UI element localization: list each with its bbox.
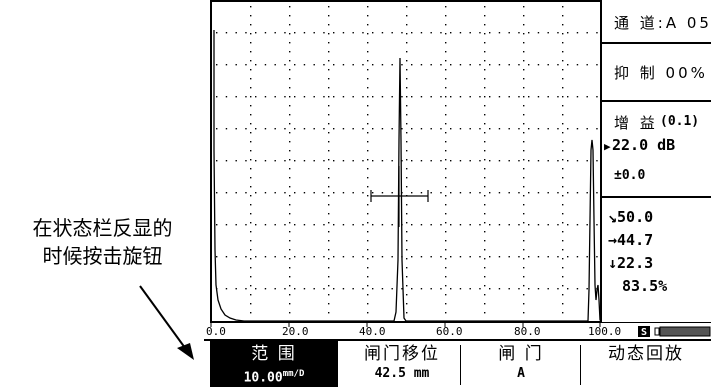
- function-key-bar: 范 围 10.00mm/D 闸门移位 42.5 mm 闸 门 A 动态回放: [204, 339, 711, 387]
- gate-shift-value: 42.5 mm: [374, 366, 430, 381]
- gate-shift-key[interactable]: 闸门移位 42.5 mm: [344, 341, 460, 387]
- x-label-4: 80.0: [514, 325, 541, 338]
- gain-offset: ±0.0: [614, 168, 646, 183]
- readout-angle: ↘50.0: [608, 208, 654, 226]
- x-label-5: 100.0: [588, 325, 622, 338]
- reject-row[interactable]: 抑 制 00%: [602, 44, 711, 102]
- battery-indicator: [659, 326, 711, 337]
- x-label-1: 20.0: [282, 325, 309, 338]
- right-arrow-icon: →: [608, 231, 618, 249]
- gate-value: A: [517, 366, 525, 381]
- selected-arrow-icon: ▶: [604, 140, 611, 153]
- x-label-2: 40.0: [359, 325, 386, 338]
- gain-step: (0.1): [660, 114, 700, 129]
- dynamic-replay-key[interactable]: 动态回放: [582, 341, 710, 387]
- down-arrow-icon: ↓: [608, 254, 618, 272]
- readout-horizontal: →44.7: [608, 231, 654, 249]
- gain-label: 增 益: [614, 114, 658, 132]
- gain-value: 22.0 dB: [612, 136, 676, 154]
- annotation-line-2: 时候按击旋钮: [42, 244, 163, 268]
- gate-label: 闸 门: [498, 344, 544, 364]
- annotation-text: 在状态栏反显的 时候按击旋钮: [0, 214, 205, 270]
- ascan-trace: [213, 30, 604, 322]
- reject-readout: 抑 制 00%: [614, 64, 708, 82]
- range-value: 10.00: [243, 370, 283, 386]
- readout-percent: 83.5%: [622, 277, 668, 295]
- range-key[interactable]: 范 围 10.00mm/D: [210, 341, 338, 387]
- scope-grid: [216, 6, 598, 314]
- channel-readout: 通 道:A 05: [614, 14, 711, 32]
- x-label-0: 0.0: [206, 325, 226, 338]
- annotation-line-1: 在状态栏反显的: [32, 216, 173, 240]
- diag-arrow-icon: ↘: [608, 208, 618, 226]
- axis-ticks: [210, 322, 601, 327]
- gain-row[interactable]: 增 益 (0.1) ▶ 22.0 dB ±0.0: [602, 102, 711, 198]
- indicator-s: S: [641, 327, 647, 338]
- readout-group: ↘50.0 →44.7 ↓22.3 83.5%: [602, 198, 711, 308]
- channel-row[interactable]: 通 道:A 05: [602, 0, 711, 44]
- range-label: 范 围: [251, 344, 297, 364]
- gate-key[interactable]: 闸 门 A: [462, 341, 580, 387]
- x-label-3: 60.0: [436, 325, 463, 338]
- status-panel: 通 道:A 05 抑 制 00% 增 益 (0.1) ▶ 22.0 dB ±0.…: [600, 0, 711, 322]
- gate-shift-label: 闸门移位: [364, 344, 440, 364]
- range-unit: mm/D: [282, 369, 305, 379]
- dynamic-replay-label: 动态回放: [608, 344, 684, 364]
- gate-marker[interactable]: [370, 166, 429, 227]
- readout-vertical: ↓22.3: [608, 254, 654, 272]
